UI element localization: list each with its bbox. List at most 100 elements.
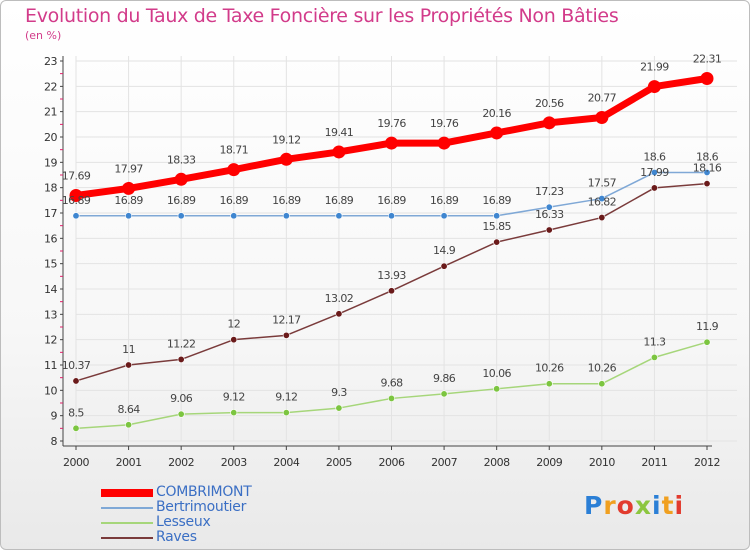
legend-label-bertrimoutier: Bertrimoutier — [156, 499, 247, 515]
logo-letter: i — [652, 491, 662, 520]
chart-title: Evolution du Taux de Taxe Foncière sur l… — [25, 5, 619, 27]
data-label-lesseux: 8.5 — [68, 406, 84, 419]
data-point-raves — [545, 226, 553, 234]
y-tick-label: 10 — [44, 384, 57, 397]
x-tick-label: 2000 — [63, 456, 89, 469]
data-label-bertrimoutier: 16.89 — [62, 194, 91, 207]
x-tick-label: 2008 — [484, 456, 510, 469]
data-point-lesseux — [125, 421, 133, 429]
x-tick-label: 2005 — [326, 456, 352, 469]
data-point-lesseux — [387, 394, 395, 402]
data-label-raves: 12.17 — [272, 313, 301, 326]
data-point-lesseux — [335, 404, 343, 412]
data-point-bertrimoutier — [545, 203, 553, 211]
data-point-bertrimoutier — [440, 212, 448, 220]
x-tick-label: 2001 — [116, 456, 142, 469]
data-point-combrimont — [279, 152, 293, 166]
data-label-bertrimoutier: 16.89 — [377, 194, 406, 207]
legend-swatch-bertrimoutier — [101, 507, 153, 509]
data-label-combrimont: 20.77 — [588, 91, 617, 104]
data-point-lesseux — [650, 353, 658, 361]
data-point-bertrimoutier — [650, 168, 658, 176]
data-label-lesseux: 9.86 — [433, 372, 456, 385]
data-label-combrimont: 19.41 — [325, 126, 354, 139]
legend-swatch-raves — [101, 537, 153, 539]
data-label-raves: 17.99 — [640, 166, 669, 179]
data-label-combrimont: 19.76 — [377, 117, 406, 130]
data-point-combrimont — [437, 136, 451, 150]
data-label-raves: 13.02 — [325, 292, 354, 305]
y-tick-label: 12 — [44, 334, 57, 347]
data-point-bertrimoutier — [230, 212, 238, 220]
data-label-raves: 11 — [122, 343, 135, 356]
y-tick-label: 14 — [44, 283, 57, 296]
data-label-combrimont: 20.16 — [482, 107, 511, 120]
logo-letter: x — [634, 491, 652, 520]
data-label-combrimont: 22.31 — [693, 52, 722, 65]
data-point-bertrimoutier — [387, 212, 395, 220]
data-point-lesseux — [493, 385, 501, 393]
data-label-combrimont: 18.33 — [167, 153, 196, 166]
data-label-combrimont: 17.69 — [62, 170, 91, 183]
data-point-lesseux — [545, 380, 553, 388]
data-label-lesseux: 11.3 — [643, 335, 666, 348]
data-point-raves — [387, 287, 395, 295]
data-point-raves — [598, 214, 606, 222]
data-point-raves — [72, 377, 80, 385]
y-tick-label: 20 — [44, 131, 57, 144]
data-label-raves: 12 — [227, 318, 240, 331]
data-label-combrimont: 19.76 — [430, 117, 459, 130]
data-label-lesseux: 9.68 — [380, 376, 403, 389]
data-label-lesseux: 11.9 — [696, 320, 719, 333]
data-point-raves — [703, 180, 711, 188]
data-point-lesseux — [177, 410, 185, 418]
data-label-lesseux: 9.12 — [223, 391, 245, 404]
legend-swatch-lesseux — [101, 522, 153, 524]
x-tick-label: 2003 — [221, 456, 247, 469]
data-label-raves: 14.9 — [433, 244, 456, 257]
y-tick-label: 19 — [44, 156, 57, 169]
data-point-raves — [125, 361, 133, 369]
data-point-lesseux — [230, 409, 238, 417]
y-tick-label: 16 — [44, 232, 57, 245]
data-label-bertrimoutier: 17.23 — [535, 185, 564, 198]
y-tick-label: 8 — [51, 435, 58, 448]
data-point-combrimont — [174, 172, 188, 186]
logo-letter: i — [674, 491, 685, 520]
y-tick-label: 13 — [44, 308, 57, 321]
data-point-combrimont — [595, 110, 609, 124]
data-point-lesseux — [72, 424, 80, 432]
data-point-raves — [282, 331, 290, 339]
y-tick-label: 22 — [44, 80, 57, 93]
data-label-combrimont: 18.71 — [220, 144, 249, 157]
data-label-bertrimoutier: 16.89 — [167, 194, 196, 207]
y-tick-label: 11 — [44, 359, 57, 372]
data-point-combrimont — [490, 126, 504, 140]
y-tick-label: 23 — [44, 55, 57, 68]
data-point-lesseux — [282, 409, 290, 417]
data-label-raves: 13.93 — [377, 269, 406, 282]
data-label-bertrimoutier: 16.89 — [114, 194, 143, 207]
x-tick-label: 2004 — [273, 456, 299, 469]
data-label-combrimont: 21.99 — [640, 61, 669, 74]
data-point-raves — [230, 336, 238, 344]
data-label-bertrimoutier: 18.6 — [696, 150, 719, 163]
proxiti-logo: Proxiti — [584, 491, 684, 520]
data-label-combrimont: 19.12 — [272, 133, 301, 146]
data-label-combrimont: 17.97 — [114, 162, 143, 175]
data-point-bertrimoutier — [598, 195, 606, 203]
data-point-bertrimoutier — [282, 212, 290, 220]
data-point-bertrimoutier — [335, 212, 343, 220]
data-label-raves: 11.22 — [167, 337, 196, 350]
data-point-combrimont — [332, 145, 346, 159]
data-point-combrimont — [227, 163, 241, 177]
data-label-lesseux: 9.3 — [331, 386, 347, 399]
data-label-raves: 16.82 — [588, 196, 617, 209]
data-label-bertrimoutier: 16.89 — [430, 194, 459, 207]
data-label-lesseux: 9.06 — [170, 392, 193, 405]
legend-label-lesseux: Lesseux — [156, 514, 211, 530]
y-tick-label: 9 — [51, 410, 58, 423]
data-label-combrimont: 20.56 — [535, 97, 564, 110]
x-tick-label: 2009 — [536, 456, 562, 469]
